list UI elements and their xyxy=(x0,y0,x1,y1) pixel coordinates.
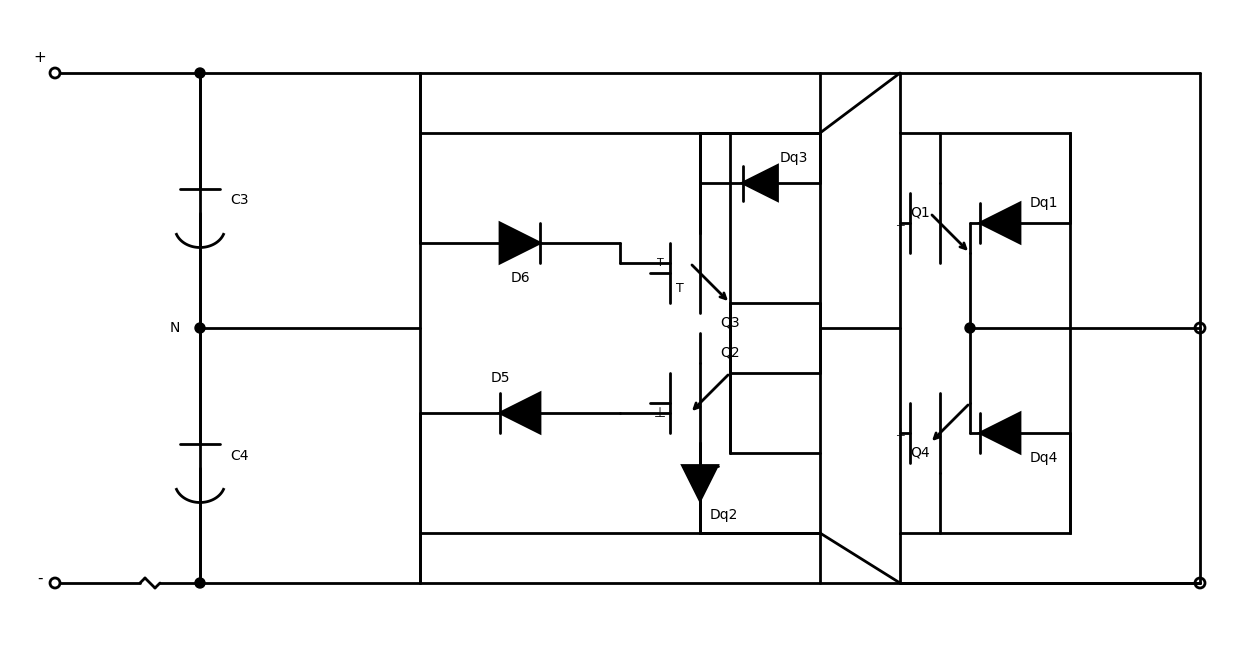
Text: Q3: Q3 xyxy=(720,316,739,330)
Text: N: N xyxy=(170,321,180,335)
Text: Dq3: Dq3 xyxy=(780,151,808,165)
Bar xyxy=(420,133,820,533)
Text: ⊥: ⊥ xyxy=(895,218,905,228)
Text: T: T xyxy=(676,281,684,295)
Polygon shape xyxy=(682,466,718,500)
Polygon shape xyxy=(980,203,1021,243)
Polygon shape xyxy=(500,393,539,433)
Circle shape xyxy=(195,68,205,78)
Text: -: - xyxy=(37,571,42,586)
Text: Q1: Q1 xyxy=(910,206,930,220)
Polygon shape xyxy=(980,413,1021,453)
Polygon shape xyxy=(743,165,777,200)
Circle shape xyxy=(195,578,205,588)
Text: +: + xyxy=(33,50,46,65)
Text: Q2: Q2 xyxy=(720,346,739,360)
Text: ⊥: ⊥ xyxy=(895,428,905,438)
Text: C3: C3 xyxy=(229,193,248,208)
Circle shape xyxy=(195,323,205,333)
Polygon shape xyxy=(500,223,539,263)
Bar xyxy=(900,133,1070,533)
Text: Dq2: Dq2 xyxy=(711,509,738,522)
Text: D5: D5 xyxy=(490,371,510,385)
Circle shape xyxy=(965,323,975,333)
Text: D6: D6 xyxy=(510,271,529,285)
Text: Q4: Q4 xyxy=(910,446,930,460)
Text: C4: C4 xyxy=(229,449,248,462)
Text: Dq4: Dq4 xyxy=(1030,451,1059,465)
Text: T: T xyxy=(657,258,663,268)
Text: ⊥: ⊥ xyxy=(653,406,666,420)
Text: Dq1: Dq1 xyxy=(1030,196,1059,210)
